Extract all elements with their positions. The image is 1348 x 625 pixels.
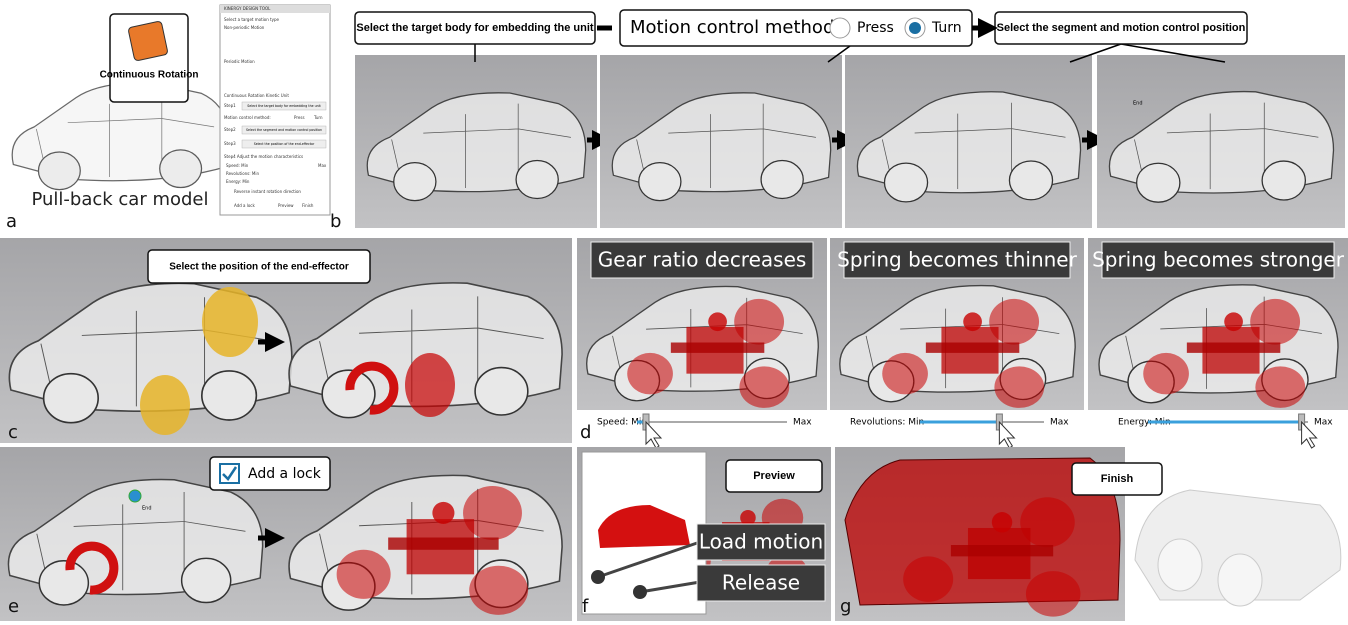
end-label: End — [142, 506, 152, 512]
label-text: Finish — [1101, 473, 1134, 485]
caption: Pull-back car model — [31, 189, 208, 210]
dialog-text: Select the position of the end-effector — [254, 142, 315, 146]
dialog-text: Press — [294, 115, 305, 120]
end-effector — [202, 287, 258, 357]
dialog-button — [241, 125, 327, 135]
checkmark — [222, 466, 238, 481]
dialog-text: Finish — [302, 203, 314, 208]
preview-car — [598, 505, 690, 548]
dialog-text: Speed: Min — [226, 163, 249, 168]
slider-label: Energy: Min — [1118, 418, 1171, 428]
dialog-titlebar — [220, 5, 330, 13]
printed-wheel — [1157, 538, 1203, 592]
dialog-text: Select the target body for embedding the… — [247, 104, 321, 108]
label-box — [725, 459, 823, 493]
dark-label — [590, 241, 814, 279]
label-text: Select the target body for embedding the… — [356, 22, 593, 34]
radio-dot — [909, 22, 921, 34]
dark-label-text: Gear ratio decreases — [598, 248, 807, 272]
slider-label: Max — [1050, 418, 1069, 428]
wheel-red — [405, 353, 455, 417]
dialog-text: Select a target motion type — [224, 17, 280, 22]
dark-label — [696, 564, 826, 602]
radio-label: Turn — [931, 20, 962, 36]
slider-label: Revolutions: Min — [850, 418, 924, 428]
dialog-text: Energy: Min — [226, 179, 250, 184]
cursor — [645, 420, 663, 449]
checkbox-label: Add a lock — [248, 466, 322, 482]
label-box — [354, 11, 596, 45]
rotation-icon — [128, 21, 168, 61]
dialog-text: Motion control method: — [224, 115, 271, 120]
dialog-text: Reverse instant rotation direction — [234, 189, 301, 194]
cursor — [998, 420, 1016, 449]
panel-letter: g — [840, 596, 851, 617]
dialog-text: Step3 — [224, 141, 236, 146]
radio-press — [829, 17, 851, 39]
panel-letter: c — [8, 422, 18, 443]
slider-label: Speed: Min — [597, 418, 647, 428]
panel-letter: a — [6, 211, 17, 232]
slider-label: Max — [1314, 418, 1333, 428]
radio-label: Press — [857, 20, 894, 36]
checkbox — [219, 463, 240, 484]
leader-dot — [633, 585, 647, 599]
callout-text: Continuous Rotation — [100, 70, 199, 81]
label-box — [1071, 462, 1163, 496]
dialog-text: Preview — [278, 203, 294, 208]
leader-dot — [591, 570, 605, 584]
end-label: End — [1133, 101, 1143, 107]
panel-letter: d — [580, 422, 591, 443]
dark-label-text: Load motion — [699, 530, 823, 554]
leader-lines — [597, 540, 701, 594]
dark-label-text: Spring becomes thinner — [837, 248, 1077, 272]
dark-label — [1101, 241, 1335, 279]
cursor — [1301, 420, 1318, 449]
dialog-text: Periodic Motion — [224, 59, 255, 64]
label-box — [147, 249, 371, 284]
label-text: Select the position of the end-effector — [169, 262, 349, 273]
slider-label: Max — [793, 418, 812, 428]
label-text: Select the segment and motion control po… — [997, 22, 1246, 34]
dialog: KINERGY DESIGN TOOL Select a target moti… — [219, 4, 331, 216]
dialog-text: Step4 Adjust the motion characteristics — [224, 154, 303, 159]
dark-label — [696, 523, 826, 561]
hook — [65, 541, 119, 595]
panel-letter: b — [330, 211, 341, 232]
dialog-text: Turn — [313, 115, 323, 120]
dialog-title: KINERGY DESIGN TOOL — [224, 6, 271, 11]
dialog-button — [241, 139, 327, 149]
panel-d-images: Gear ratio decreases Speed: Min Max Spring … — [577, 238, 1348, 449]
dark-label — [843, 241, 1071, 279]
panel-letter: e — [8, 596, 19, 617]
dialog-text: Non-periodic Motion — [224, 25, 265, 30]
dialog-text: Max — [318, 163, 327, 168]
dialog-text: Select the segment and motion control po… — [246, 128, 322, 132]
hook — [345, 361, 399, 415]
dialog-button — [241, 101, 327, 111]
panel-b-images — [355, 43, 1345, 228]
dialog-text: Add a lock — [234, 203, 255, 208]
end-effector — [140, 375, 190, 435]
leader-lines — [474, 43, 1226, 63]
method-text: Motion control method: — [630, 17, 840, 38]
dialog-text: Revolutions: Min — [226, 171, 259, 176]
panel-letter: f — [582, 596, 589, 617]
label-text: Preview — [753, 470, 795, 482]
dark-label-text: Spring becomes stronger — [1092, 248, 1345, 272]
dark-label-text: Release — [722, 571, 800, 595]
dialog-text: Step2 — [224, 127, 236, 132]
dialog-text: Continuous Rotation Kinetic Unit — [224, 93, 289, 98]
printed-wheel — [1217, 553, 1263, 607]
lock-point — [128, 489, 142, 503]
dialog-text: Step1 — [224, 103, 236, 108]
